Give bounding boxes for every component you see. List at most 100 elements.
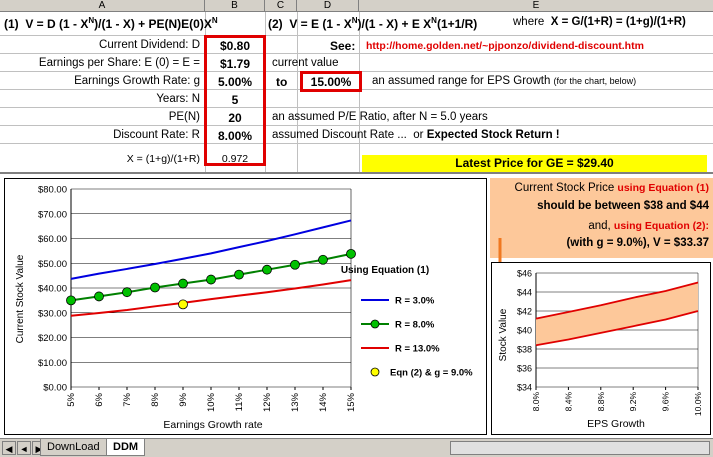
- pe-label: PE(N): [168, 111, 200, 123]
- years-label: Years: N: [156, 93, 200, 105]
- chart1-point: [262, 264, 272, 275]
- main-chart[interactable]: Using Equation (1) Current Stock Value E…: [4, 178, 487, 435]
- chart2-ylabel: Stock Value: [498, 308, 509, 361]
- tab-ddm[interactable]: DDM: [106, 439, 146, 456]
- chart1-point: [150, 282, 160, 293]
- price-callout: Current Stock Price using Equation (1) s…: [490, 178, 713, 258]
- chart1-point: [206, 274, 216, 285]
- chart1-ytick-label: $60.00: [38, 234, 67, 245]
- chart2-ytick-label: $44: [517, 288, 532, 298]
- discount-rate-label: Discount Rate: R: [113, 129, 200, 141]
- column-header-bar: A B C D E: [0, 0, 713, 12]
- years-value[interactable]: 5: [231, 93, 239, 107]
- growth-rate-value[interactable]: 5.00%: [217, 75, 253, 89]
- chart2-xtick-label: 8.0%: [531, 392, 541, 412]
- main-chart-svg: Using Equation (1) Current Stock Value E…: [15, 185, 473, 432]
- chart2-xlabel: EPS Growth: [587, 418, 645, 430]
- chart1-ytick-label: $10.00: [38, 358, 67, 369]
- chart1-point: [290, 259, 300, 270]
- chart1-xtick-label: 13%: [290, 392, 301, 412]
- chart1-xtick-label: 10%: [206, 392, 217, 412]
- chart1-point: [66, 295, 76, 306]
- pe-note: an assumed P/E Ratio, after N = 5.0 year…: [272, 111, 488, 123]
- growth-rate-label: Earnings Growth Rate: g: [74, 75, 200, 87]
- tab-prev-icon[interactable]: ◄: [17, 441, 31, 455]
- formula-2: (2) V = E (1 - XN)/(1 - X) + E XN(1+1/R): [268, 16, 478, 31]
- chart2-ytick-label: $42: [517, 307, 532, 317]
- eps-label: Earnings per Share: E (0) = E =: [38, 57, 200, 69]
- current-value-note: current value: [272, 57, 339, 69]
- chart1-ytick-label: $50.00: [38, 259, 67, 270]
- chart1-xlabel: Earnings Growth rate: [163, 419, 262, 431]
- sheet-tab-bar: ◀ ◄ ▶ ► DownLoad DDM: [0, 438, 713, 457]
- chart2-series-line: [535, 310, 699, 347]
- chart1-ytick-label: $20.00: [38, 333, 67, 344]
- chart1-xtick-label: 15%: [346, 392, 357, 412]
- chart2-xtick-label: 9.2%: [628, 392, 638, 412]
- chart1-xtick-label: 11%: [234, 392, 245, 411]
- callout-line-4: (with g = 9.0%), V = $33.37: [566, 237, 709, 249]
- range-note: an assumed range for EPS Growth (for the…: [372, 75, 637, 87]
- x-formula-value: 0.972: [221, 153, 249, 165]
- chart1-ytick-label: $70.00: [38, 209, 67, 220]
- chart1-point: [122, 287, 132, 298]
- chart1-title: Using Equation (1): [341, 265, 429, 276]
- callout-line-1: Current Stock Price using Equation (1): [514, 182, 709, 194]
- discount-note: assumed Discount Rate ... or Expected St…: [272, 129, 560, 141]
- dividend-value[interactable]: $0.80: [219, 39, 251, 53]
- where-clause: where X = G/(1+R) = (1+g)/(1+R): [513, 16, 686, 28]
- chart1-xtick-label: 8%: [150, 392, 161, 406]
- eps-value[interactable]: $1.79: [219, 57, 251, 71]
- latest-price-banner: Latest Price for GE = $29.40: [362, 155, 707, 172]
- column-header-c[interactable]: C: [265, 0, 297, 12]
- column-header-d[interactable]: D: [297, 0, 359, 12]
- chart1-legend-label: R = 3.0%: [395, 296, 435, 307]
- chart1-xtick-label: 9%: [178, 392, 189, 406]
- to-value[interactable]: 15.00%: [310, 75, 352, 89]
- chart1-point: [346, 248, 356, 259]
- see-link[interactable]: http://home.golden.net/~pjponzo/dividend…: [366, 40, 644, 52]
- tab-download[interactable]: DownLoad: [40, 439, 107, 456]
- to-label: to: [276, 75, 288, 89]
- small-chart[interactable]: Stock Value EPS Growth $34 $36 $38 $40 $42 $4…: [491, 262, 711, 435]
- chart1-ylabel: Current Stock Value: [15, 254, 26, 343]
- chart2-ytick-label: $40: [517, 326, 532, 336]
- discount-rate-value[interactable]: 8.00%: [217, 129, 253, 143]
- chart2-ytick-label: $38: [517, 345, 532, 355]
- chart2-ytick-label: $34: [517, 383, 532, 393]
- pe-value[interactable]: 20: [228, 111, 242, 125]
- chart1-xtick-label: 12%: [262, 392, 273, 412]
- see-label: See:: [330, 39, 356, 53]
- chart1-point: [318, 254, 328, 265]
- chart2-xtick-label: 9.6%: [661, 392, 671, 412]
- column-header-b[interactable]: B: [205, 0, 265, 12]
- chart1-xtick-label: 6%: [94, 392, 105, 406]
- chart2-ytick-label: $46: [517, 269, 532, 279]
- chart1-legend-marker: [370, 367, 380, 377]
- chart1-series-line: [70, 219, 352, 280]
- horizontal-scrollbar[interactable]: [450, 441, 710, 455]
- column-header-a[interactable]: A: [0, 0, 205, 12]
- callout-line-3: and, using Equation (2):: [588, 220, 709, 232]
- to-value-box: [300, 71, 362, 92]
- chart2-xtick-label: 10.0%: [693, 392, 703, 417]
- chart1-legend-label: Eqn (2) & g = 9.0%: [390, 368, 473, 379]
- chart1-xtick-label: 7%: [122, 392, 133, 406]
- chart1-point: [178, 278, 188, 289]
- chart2-xtick-label: 8.4%: [563, 392, 573, 412]
- input-values-box: [204, 35, 266, 166]
- chart1-ytick-label: $40.00: [38, 284, 67, 295]
- dividend-label: Current Dividend: D: [99, 39, 200, 51]
- chart1-ytick-label: $80.00: [38, 185, 67, 196]
- worksheet-area[interactable]: (1) V = D (1 - XN)/(1 - X) + PE(N)E(0)XN…: [0, 12, 713, 172]
- chart1-xtick-label: 5%: [66, 392, 77, 406]
- chart2-ytick-label: $36: [517, 364, 532, 374]
- column-header-e[interactable]: E: [532, 0, 540, 11]
- chart1-series-line: [70, 279, 352, 317]
- chart2-band: [536, 282, 698, 346]
- x-formula-label: X = (1+g)/(1+R): [126, 153, 200, 165]
- chart1-point: [234, 269, 244, 280]
- tab-first-icon[interactable]: ◀: [2, 441, 16, 455]
- chart1-ytick-label: $30.00: [38, 308, 67, 319]
- chart1-legend-marker: [370, 319, 380, 329]
